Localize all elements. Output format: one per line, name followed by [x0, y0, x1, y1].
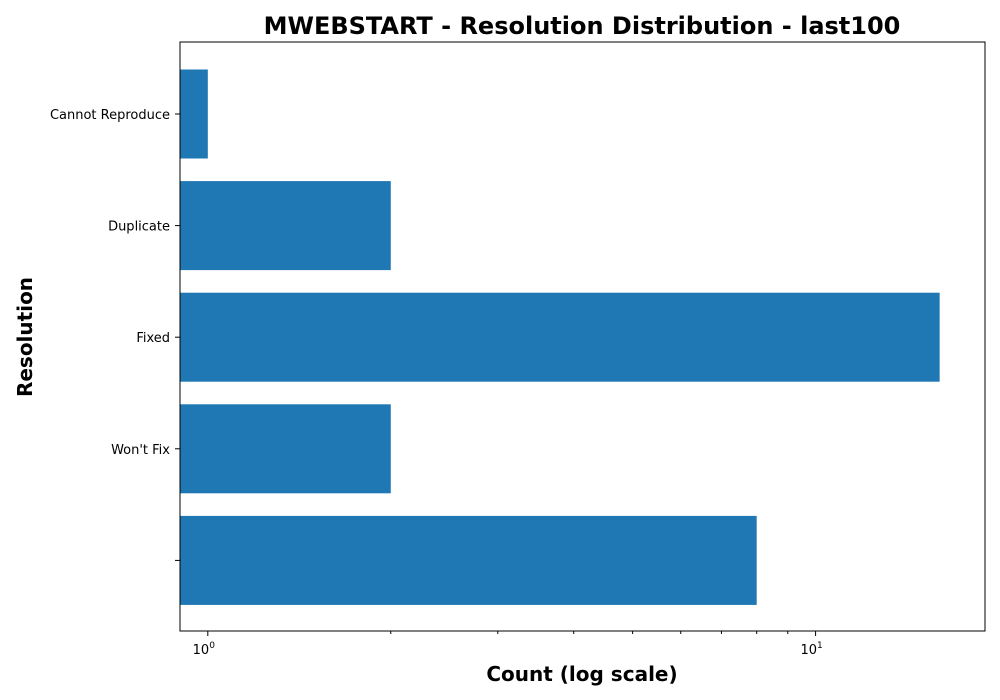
bar-unlabeled: [180, 515, 757, 605]
bar-fixed: [180, 292, 940, 382]
x-axis-label: Count (log scale): [486, 662, 677, 686]
y-tick-label: Won't Fix: [111, 443, 170, 458]
y-axis: Cannot Reproduce Duplicate Fixed Won't Fix: [50, 108, 180, 561]
x-tick-label: 101: [800, 641, 822, 658]
y-tick-label: Fixed: [136, 331, 170, 346]
y-axis-label: Resolution: [13, 277, 37, 397]
chart-title: MWEBSTART - Resolution Distribution - la…: [264, 12, 901, 40]
x-axis: 100 101: [193, 631, 823, 658]
bar-cannot-reproduce: [180, 69, 208, 159]
y-tick-label: Cannot Reproduce: [50, 108, 170, 123]
x-tick-label: 100: [193, 641, 216, 658]
y-tick-label: Duplicate: [108, 220, 170, 235]
bar-duplicate: [180, 181, 391, 271]
bar-won-t-fix: [180, 404, 391, 494]
bars-group: [180, 69, 940, 605]
plot-frame: [179, 41, 986, 632]
